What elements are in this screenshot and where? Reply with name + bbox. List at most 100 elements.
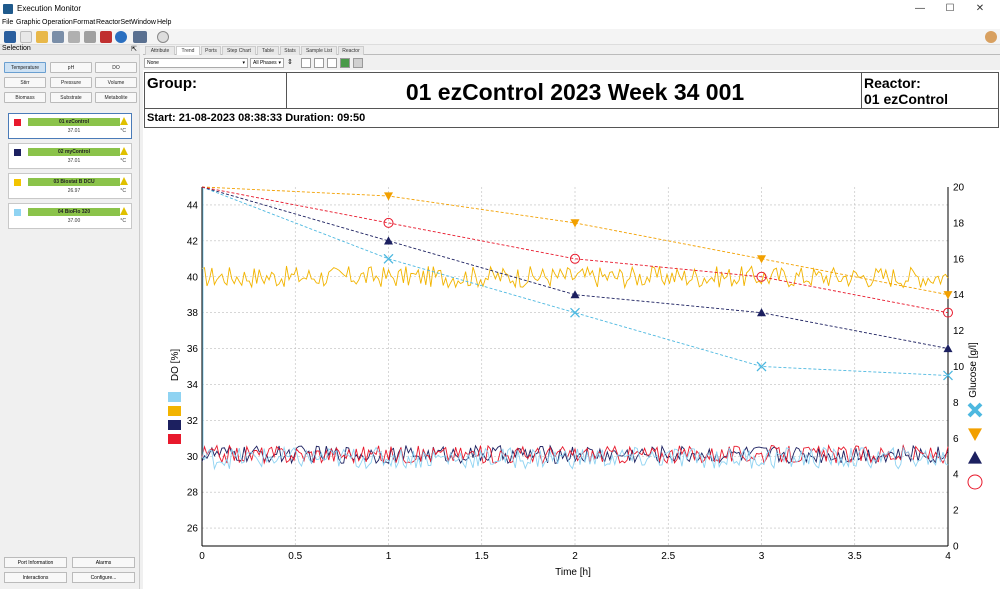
select-metabolite-button[interactable]: Metabolite [95, 92, 137, 103]
reactor-box: Reactor: 01 ezControl [861, 72, 999, 109]
print-icon[interactable] [52, 31, 64, 43]
reactor-card-4[interactable]: 04 BioFlo 320 37.00 °C [8, 203, 132, 229]
maximize-button[interactable]: ☐ [945, 3, 955, 14]
do-legend-swatch [168, 420, 181, 430]
open-folder-icon[interactable] [36, 31, 48, 43]
user-icon[interactable] [985, 31, 997, 43]
glucose-point [384, 236, 393, 245]
close-button[interactable]: ✕ [975, 3, 985, 14]
chevron-down-icon: ▾ [242, 60, 245, 66]
menu-help[interactable]: Help [157, 19, 172, 26]
title-bar: Execution Monitor — ☐ ✕ [0, 0, 1000, 18]
reactor-value: 37.00 [67, 218, 81, 224]
select-substrate-button[interactable]: Substrate [50, 92, 92, 103]
y-left-tick-label: 44 [187, 200, 199, 211]
warning-icon [120, 117, 128, 125]
monitor-icon[interactable] [4, 31, 16, 43]
select-do-button[interactable]: DO [95, 62, 137, 73]
frame-tool-icon[interactable] [314, 58, 324, 68]
warning-icon [120, 147, 128, 155]
interactions-button[interactable]: Interactions [4, 572, 67, 583]
x-tick-label: 4 [945, 551, 951, 562]
group-box: Group: [144, 72, 287, 109]
alarms-button[interactable]: Alarms [72, 557, 135, 568]
x-tick-label: 1.5 [475, 551, 489, 562]
do-series-line [201, 265, 949, 290]
menu-operation[interactable]: Operation [42, 19, 73, 26]
reactor-color-swatch [14, 119, 21, 126]
menu-window[interactable]: Window [131, 19, 156, 26]
reactor-name: 02 myControl [28, 148, 120, 156]
selection-pane: Selection ⇱ Temperature pH DO Stirr Pres… [0, 45, 140, 589]
x-axis-label: Time [h] [555, 567, 591, 578]
tab-table[interactable]: Table [257, 46, 279, 55]
glucose-point [757, 255, 766, 264]
reactor-card-1[interactable]: 01 ezControl 37.01 °C [8, 113, 132, 139]
export-data-icon[interactable] [340, 58, 350, 68]
do-legend-swatch [168, 406, 181, 416]
marker-tool-icon[interactable] [301, 58, 311, 68]
minimize-button[interactable]: — [915, 3, 925, 14]
warning-icon [120, 207, 128, 215]
main-title: 01 ezControl 2023 Week 34 001 [405, 79, 745, 105]
tab-trend[interactable]: Trend [176, 46, 200, 55]
tab-step-chart[interactable]: Step Chart [222, 46, 256, 55]
reactor-card-3[interactable]: 03 Biostat B DCU 26.97 °C [8, 173, 132, 199]
phase-dropdown[interactable]: All Phases ▾ [250, 58, 284, 68]
main-toolbar [0, 29, 1000, 45]
select-temperature-button[interactable]: Temperature [4, 62, 46, 73]
y-right-tick-label: 0 [953, 542, 959, 553]
reactor-name: 01 ezControl [28, 118, 120, 126]
do-legend-swatch [168, 434, 181, 444]
select-stirr-button[interactable]: Stirr [4, 77, 46, 88]
y-axis-left-label: DO [%] [170, 349, 181, 381]
glucose-point [383, 217, 394, 228]
window-title: Execution Monitor [17, 4, 82, 13]
glucose-point [570, 307, 580, 318]
y-left-tick-label: 42 [187, 236, 199, 247]
configure-button[interactable]: Configure... [72, 572, 135, 583]
phase-value: All Phases [253, 60, 277, 66]
glucose-point [570, 253, 580, 264]
reactor-value: 26.97 [67, 188, 81, 194]
reactor-value: 01 ezControl [864, 91, 949, 107]
report-icon[interactable] [100, 31, 112, 43]
new-file-icon[interactable] [20, 31, 32, 43]
sort-icon[interactable]: ⇕ [287, 59, 293, 66]
menu-reactorset[interactable]: ReactorSet [96, 19, 132, 26]
x-tick-label: 1 [386, 551, 392, 562]
menu-file[interactable]: File [2, 19, 14, 26]
info-icon[interactable] [115, 31, 127, 43]
glucose-point [570, 219, 580, 228]
select-volume-button[interactable]: Volume [95, 77, 137, 88]
filter-dropdown[interactable]: None ▾ [144, 58, 248, 68]
document-icon[interactable] [84, 31, 96, 43]
tab-stats[interactable]: Stats [280, 46, 300, 55]
y-right-tick-label: 2 [953, 506, 959, 517]
tab-reactor[interactable]: Reactor [338, 46, 364, 55]
select-pressure-button[interactable]: Pressure [50, 77, 92, 88]
export-icon[interactable] [68, 31, 80, 43]
select-ph-button[interactable]: pH [50, 62, 92, 73]
y-left-tick-label: 30 [187, 452, 199, 463]
port-information-button[interactable]: Port Information [4, 557, 67, 568]
zoom-icon[interactable] [157, 31, 169, 43]
tab-ports[interactable]: Ports [201, 46, 221, 55]
graph-tool-icon[interactable] [133, 31, 147, 43]
trend-chart[interactable]: 0 0.5 1 1.5 2 2.5 3 3.5 4 26 28 30 32 34 36 38 40 42 44 0 2 4… [143, 70, 1000, 589]
copy-icon[interactable] [327, 58, 337, 68]
reactor-unit: °C [120, 128, 126, 134]
y-right-tick-label: 14 [953, 290, 965, 301]
menu-graphic[interactable]: Graphic [16, 19, 41, 26]
y-right-tick-label: 18 [953, 218, 965, 229]
save-icon[interactable] [353, 58, 363, 68]
reactor-card-2[interactable]: 02 myControl 37.01 °C [8, 143, 132, 169]
menu-format[interactable]: Format [73, 19, 96, 26]
y-right-tick-label: 20 [953, 183, 965, 194]
tab-attribute[interactable]: Attribute [145, 46, 175, 55]
select-biomass-button[interactable]: Biomass [4, 92, 46, 103]
pin-icon[interactable]: ⇱ [131, 46, 137, 53]
glucose-series-line [201, 186, 949, 314]
y-axis-right-label: Glucose [g/l] [968, 342, 979, 398]
tab-sample-list[interactable]: Sample List [301, 46, 337, 55]
